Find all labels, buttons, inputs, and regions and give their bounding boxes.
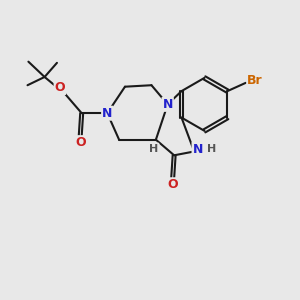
Text: O: O	[167, 178, 178, 191]
Text: H: H	[149, 143, 158, 154]
Text: N: N	[102, 107, 112, 120]
Text: Br: Br	[247, 74, 263, 87]
Text: N: N	[193, 142, 203, 156]
Text: N: N	[163, 98, 173, 111]
Text: H: H	[207, 143, 216, 154]
Text: O: O	[55, 81, 65, 94]
Text: O: O	[75, 136, 86, 149]
